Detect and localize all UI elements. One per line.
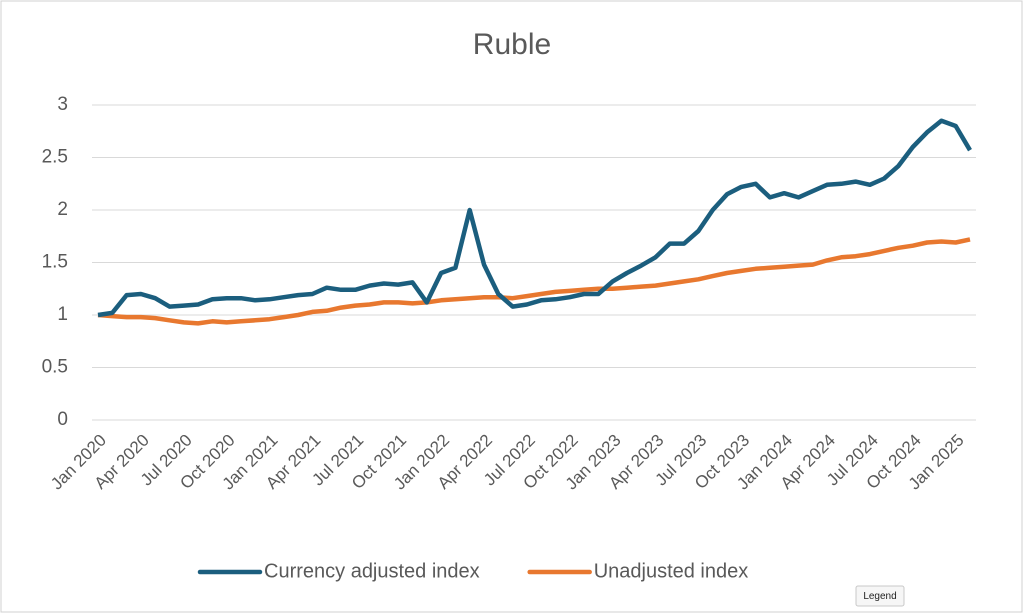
- y-tick-label: 0.5: [42, 357, 68, 378]
- y-tick-label: 1.5: [42, 252, 68, 273]
- y-tick-label: 1: [57, 304, 68, 325]
- line-series: [97, 237, 971, 326]
- y-tick-label: 2: [57, 199, 68, 220]
- legend-label: Unadjusted index: [594, 560, 749, 582]
- tooltip-box: [855, 585, 905, 607]
- y-tick-label: 3: [57, 94, 68, 115]
- legend-label: Currency adjusted index: [264, 560, 480, 582]
- y-tick-label: 0: [57, 409, 68, 430]
- y-tick-label: 2.5: [42, 147, 68, 168]
- tooltip: Legend: [855, 585, 905, 607]
- chart-title: Ruble: [473, 28, 551, 61]
- line-series: [97, 118, 972, 318]
- tooltip-text: Legend: [863, 591, 896, 602]
